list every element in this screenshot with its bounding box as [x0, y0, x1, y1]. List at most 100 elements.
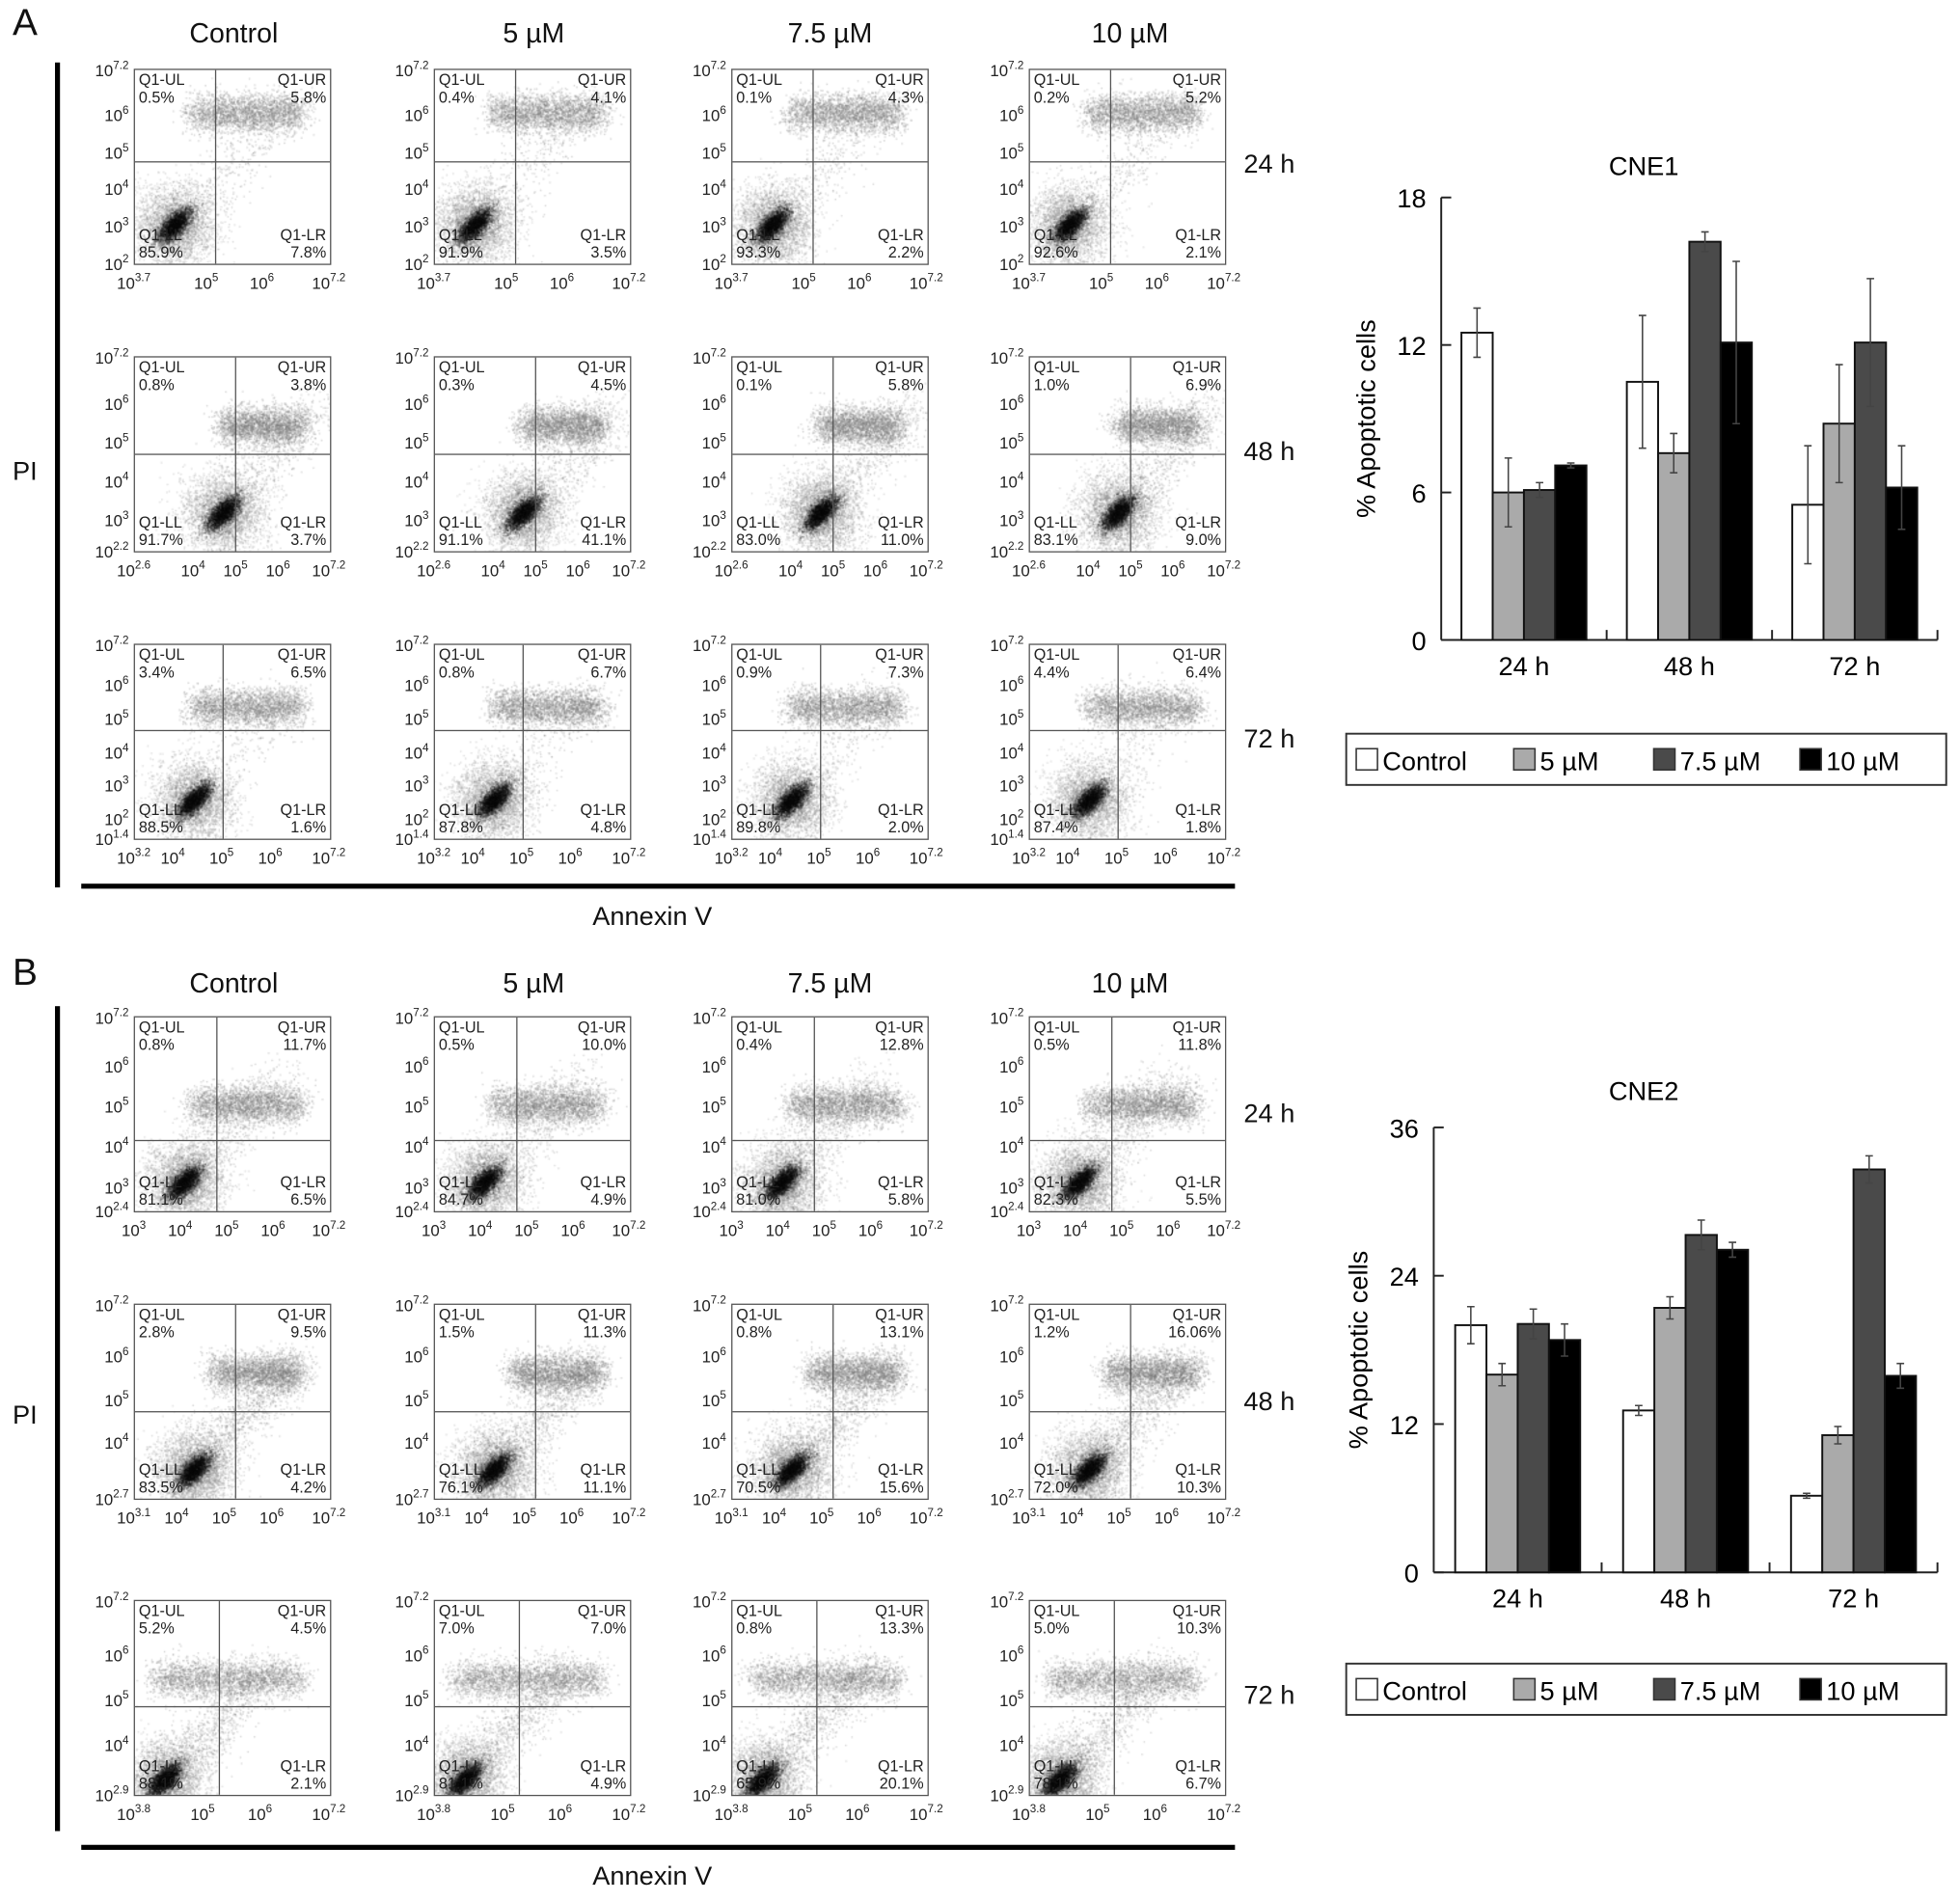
y-tick-label: 107.2	[692, 1293, 726, 1316]
tick-exponent: 3	[1034, 1218, 1042, 1232]
tick-exponent: 2	[1017, 252, 1024, 265]
quadrant-percent: 0.8%	[438, 664, 475, 682]
tick-exponent: 4	[796, 558, 803, 572]
y-tick-label: 101.4	[95, 827, 129, 849]
tick-exponent: 5	[1017, 140, 1024, 153]
y-tick-label: 102.2	[692, 539, 726, 561]
quadrant-percent: 13.1%	[879, 1323, 924, 1342]
quadrant-percent: 4.8%	[590, 818, 627, 836]
quadrant-percent: 11.1%	[583, 1479, 627, 1497]
y-tick-label: 106	[999, 103, 1024, 125]
quadrant-gate-horizontal	[732, 453, 928, 455]
error-bar	[1536, 481, 1544, 499]
tick-exponent: 5	[241, 558, 248, 572]
quadrant-name: Q1-LL	[1033, 1460, 1077, 1480]
quadrant-percent: 1.0%	[1033, 376, 1070, 394]
y-tick-label: 107.2	[395, 345, 429, 367]
quadrant-gate-vertical	[820, 644, 822, 839]
tick-exponent: 4	[482, 1506, 489, 1519]
x-tick-label: 105	[787, 1802, 813, 1824]
tick-exponent: 7.2	[113, 1590, 129, 1603]
quadrant-name: Q1-UR	[577, 1019, 627, 1037]
quadrant-name: Q1-UL	[736, 70, 783, 90]
x-tick-label: 105	[190, 1802, 215, 1824]
tick-exponent: 5	[1017, 431, 1024, 445]
scatter-points	[732, 1017, 928, 1211]
x-tick-label: 107.2	[1207, 1506, 1241, 1528]
tick-exponent: 4	[422, 177, 429, 191]
quadrant-percent: 7.0%	[438, 1619, 475, 1638]
y-tick-label: 6	[1411, 478, 1426, 508]
tick-exponent: 6	[720, 1345, 726, 1358]
y-tick-label: 106	[404, 1644, 429, 1666]
flow-cytometry-plot: Q1-UL 1.0% Q1-UR 6.9% Q1-LL 83.1% Q1-LR 9.0% 102…	[990, 346, 1240, 580]
x-tick-label: 107.2	[1207, 1802, 1241, 1824]
x-tick-label: 103.8	[417, 1802, 451, 1824]
scatter-points	[434, 1304, 631, 1499]
quadrant-name: Q1-UL	[138, 1602, 185, 1620]
bar	[1621, 1409, 1656, 1574]
quadrant-label-lr: Q1-LR 9.0%	[1175, 514, 1221, 549]
y-tick-label: 12	[1397, 331, 1426, 361]
quadrant-percent: 6.7%	[1185, 1775, 1222, 1793]
tick-exponent: 4	[122, 470, 129, 483]
tick-exponent: 4	[720, 1733, 726, 1747]
tick-exponent: 5	[1017, 1095, 1024, 1108]
y-tick-label: 102.4	[990, 1200, 1024, 1222]
y-tick-label: 106	[404, 1054, 429, 1076]
tick-exponent: 6	[422, 1644, 429, 1657]
y-tick-label: 103	[999, 774, 1024, 796]
y-tick-label: 102.9	[395, 1783, 429, 1806]
y-tick-label: 105	[104, 431, 129, 453]
row-label: 24 h	[1243, 149, 1295, 179]
x-tick-label: 106	[862, 558, 888, 581]
y-tick-label: 102.4	[95, 1200, 129, 1222]
x-tick-label: 103	[719, 1218, 744, 1240]
quadrant-name: Q1-LR	[877, 1173, 924, 1191]
quadrant-name: Q1-LL	[438, 226, 482, 244]
tick-exponent: 6	[1017, 673, 1024, 687]
tick-exponent: 7.2	[630, 1802, 646, 1815]
plot-area: Q1-UL 5.0% Q1-UR 10.3% Q1-LL 78.1% Q1-LR 6.7%	[1028, 1599, 1227, 1797]
tick-exponent: 5	[122, 140, 129, 153]
tick-exponent: 6	[1179, 558, 1185, 572]
quadrant-gate-horizontal	[1029, 1410, 1225, 1412]
y-tick-label: 106	[701, 1054, 726, 1076]
quadrant-name: Q1-LL	[736, 1173, 780, 1191]
legend-label: 10 µM	[1826, 1675, 1899, 1705]
quadrant-gate-horizontal	[1029, 453, 1225, 455]
y-tick-label: 107.2	[990, 345, 1024, 367]
quadrant-name: Q1-UR	[277, 1019, 327, 1037]
quadrant-label-ur: Q1-UR 10.0%	[578, 1019, 626, 1053]
tick-exponent: 7.2	[927, 1218, 943, 1232]
quadrant-percent: 15.6%	[879, 1479, 924, 1497]
tick-exponent: 3	[422, 1175, 429, 1188]
x-tick-label: 106	[858, 1218, 884, 1240]
plot-area: Q1-UL 1.2% Q1-UR 16.06% Q1-LL 72.0% Q1-LR 10.3%	[1028, 1303, 1227, 1501]
quadrant-label-ur: Q1-UR 11.7%	[278, 1019, 326, 1053]
quadrant-label-ul: Q1-UL 0.9%	[736, 646, 782, 681]
quadrant-name: Q1-LR	[877, 801, 924, 819]
scatter-points	[732, 1304, 928, 1499]
quadrant-name: Q1-UL	[438, 645, 485, 665]
row-label: 72 h	[1243, 1680, 1295, 1710]
x-tick-label: 105	[1088, 271, 1114, 293]
tick-exponent: 6	[284, 558, 290, 572]
error-bar	[1666, 1295, 1674, 1320]
y-tick-label: 102	[999, 252, 1024, 274]
tick-exponent: 3	[720, 774, 726, 787]
quadrant-label-ll: Q1-LL 81.1%	[439, 1757, 483, 1792]
y-axis-label: PI	[12, 1400, 38, 1430]
tick-exponent: 7.2	[710, 1293, 726, 1307]
quadrant-gate-horizontal	[1029, 160, 1225, 162]
quadrant-label-ll: Q1-LL 83.1%	[1034, 514, 1078, 549]
quadrant-name: Q1-LL	[1033, 801, 1077, 819]
y-tick-label: 104	[701, 177, 726, 200]
x-axis-label: Annexin V	[592, 902, 713, 932]
scatter-points	[1029, 1017, 1225, 1211]
tick-exponent: 4	[720, 1431, 726, 1445]
quadrant-label-lr: Q1-LR 10.3%	[1175, 1461, 1221, 1496]
quadrant-gate-horizontal	[434, 1139, 631, 1141]
quadrant-name: Q1-UL	[736, 1306, 783, 1324]
quadrant-gate-vertical	[215, 69, 217, 264]
